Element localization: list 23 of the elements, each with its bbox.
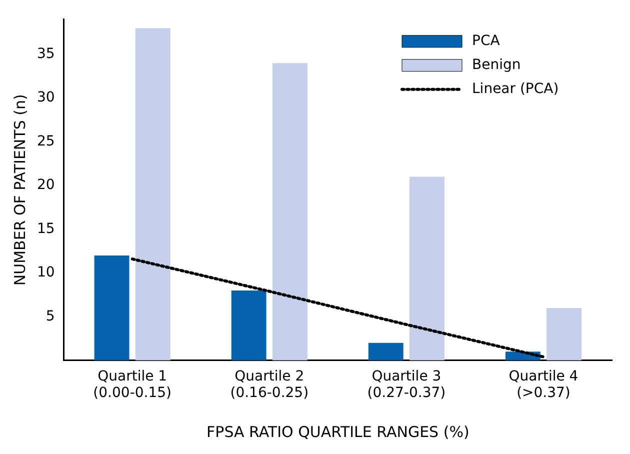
- x-tick-label: Quartile 3 (0.27-0.37): [367, 368, 446, 402]
- legend-label: Benign: [472, 57, 521, 74]
- y-tick-label: 35: [36, 46, 55, 62]
- bar: [135, 28, 170, 360]
- y-tick-label: 10: [36, 264, 55, 281]
- bar: [546, 308, 582, 360]
- bar: [368, 342, 404, 360]
- bar: [272, 63, 308, 360]
- x-axis-title: FPSA RATIO QUARTILE RANGES (%): [206, 422, 470, 441]
- y-tick-label: 5: [46, 308, 55, 324]
- x-tick-label: Quartile 4 (>0.37): [508, 368, 578, 402]
- y-tick-label: 30: [36, 90, 55, 106]
- x-tick-label: Quartile 2 (0.16-0.25): [230, 368, 309, 402]
- y-tick-label: 15: [36, 220, 55, 237]
- bar: [410, 176, 444, 360]
- y-axis-title: NUMBER OF PATIENTS (n): [10, 94, 29, 286]
- x-tick-label: Quartile 1 (0.00-0.15): [93, 368, 172, 402]
- y-tick-label: 20: [36, 177, 55, 194]
- bar: [94, 255, 130, 360]
- legend-label: Linear (PCA): [472, 81, 559, 98]
- bar: [231, 290, 266, 360]
- legend-label: PCA: [472, 33, 500, 50]
- y-tick-label: 25: [36, 133, 55, 150]
